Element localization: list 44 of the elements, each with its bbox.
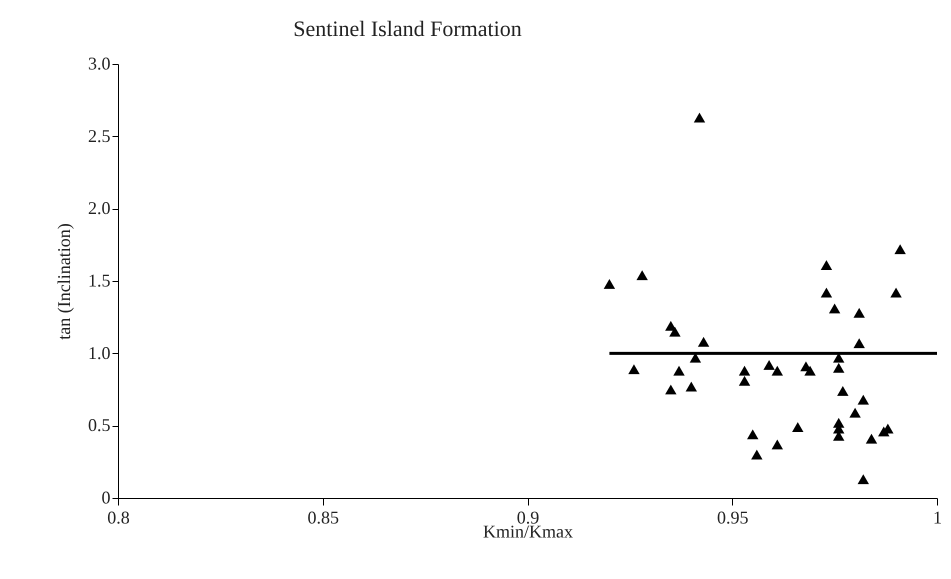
y-tick-label: 1.5 xyxy=(88,270,110,290)
y-tick-label: 2.0 xyxy=(88,198,110,218)
y-tick-label: 1.0 xyxy=(88,342,110,363)
point xyxy=(686,382,697,392)
x-tick-label: 0.8 xyxy=(107,508,130,528)
x-tick-label: 1 xyxy=(933,508,942,528)
point xyxy=(858,474,869,484)
point xyxy=(628,364,640,374)
point xyxy=(738,376,750,386)
y-tick-label: 0 xyxy=(102,488,110,508)
chart-title: Sentinel Island Formation xyxy=(293,16,522,41)
point xyxy=(636,270,648,280)
point xyxy=(853,308,865,318)
y-tick-label: 3.0 xyxy=(88,54,110,74)
point xyxy=(694,112,706,122)
point xyxy=(858,394,869,405)
point xyxy=(894,244,906,254)
point xyxy=(849,408,861,418)
point xyxy=(866,434,878,444)
point xyxy=(837,386,849,396)
point xyxy=(853,338,865,348)
x-tick-label: 0.95 xyxy=(717,508,748,528)
point xyxy=(698,336,710,347)
point xyxy=(747,429,758,440)
point xyxy=(833,362,844,373)
y-axis-title: tan (Inclination) xyxy=(54,223,74,340)
point xyxy=(669,326,681,337)
point xyxy=(763,360,775,370)
point xyxy=(792,422,804,432)
point xyxy=(665,384,677,394)
point xyxy=(804,366,816,376)
point xyxy=(604,278,616,289)
point xyxy=(820,288,832,298)
point xyxy=(828,304,840,314)
point xyxy=(751,450,763,460)
x-tick-label: 0.85 xyxy=(308,508,339,528)
y-tick-label: 2.5 xyxy=(88,126,110,146)
point xyxy=(772,366,783,376)
point xyxy=(673,366,685,376)
point xyxy=(820,260,832,270)
point xyxy=(738,366,750,376)
point xyxy=(890,288,902,298)
y-tick-label: 0.5 xyxy=(88,415,110,436)
point xyxy=(772,440,783,450)
